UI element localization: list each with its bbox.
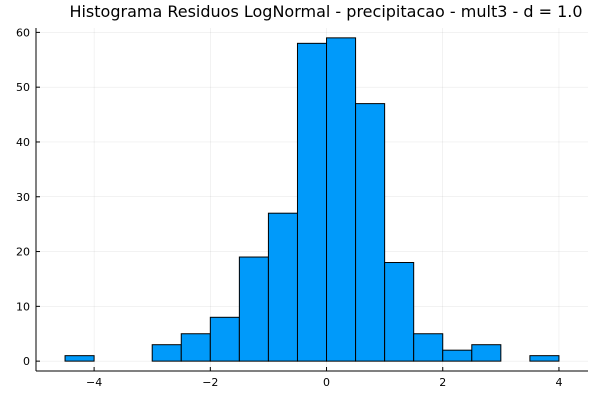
histogram-bar [64, 355, 95, 362]
axes [35, 28, 588, 372]
x-tick-label: 4 [555, 376, 562, 389]
y-tick-label: 60 [16, 26, 30, 39]
chart-title: Histograma Residuos LogNormal - precipit… [69, 2, 582, 21]
histogram-bar [355, 103, 386, 362]
x-tick-label: −2 [202, 376, 218, 389]
x-tick-label: 0 [323, 376, 330, 389]
histogram-bar [471, 344, 502, 362]
y-tick-label: 20 [16, 246, 30, 259]
histogram-bar [442, 349, 473, 362]
y-tick-label: 50 [16, 81, 30, 94]
x-tick-label: −4 [86, 376, 102, 389]
x-tick-label: 2 [439, 376, 446, 389]
histogram-bar [384, 262, 415, 362]
histogram-bar [296, 42, 328, 362]
y-ticks: 0 10 20 30 40 50 60 [16, 26, 40, 368]
histogram-bar [238, 256, 269, 362]
histogram-bar [180, 333, 211, 362]
y-tick-label: 10 [16, 300, 30, 313]
y-tick-label: 0 [23, 355, 30, 368]
histogram-bar [326, 37, 357, 362]
histogram-bar [529, 355, 560, 362]
histogram-bar [209, 316, 240, 362]
bars [64, 37, 560, 362]
y-tick-label: 30 [16, 191, 30, 204]
histogram-bar [413, 333, 444, 362]
histogram-bar [151, 344, 182, 362]
histogram-bar [267, 212, 298, 362]
x-ticks: −4 −2 0 2 4 [86, 367, 562, 389]
y-tick-label: 40 [16, 136, 30, 149]
